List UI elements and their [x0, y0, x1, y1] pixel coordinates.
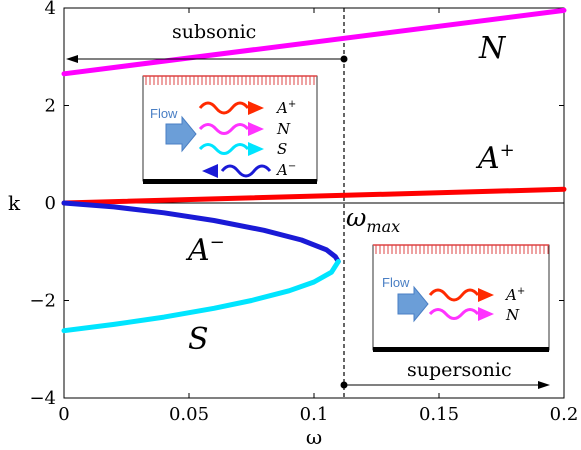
wave-n — [428, 308, 480, 320]
y-axis-ticks: 4 2 0 −2 −4 — [29, 0, 564, 409]
subsonic-arrow — [66, 55, 348, 63]
y-tick-label: 2 — [45, 96, 56, 117]
y-axis-label: k — [8, 191, 21, 215]
inset-subsonic: Flow A+ N S A− — [142, 75, 318, 184]
wave-n-arrowhead — [478, 307, 494, 321]
inset-top-hatching — [375, 245, 549, 254]
flow-arrow-icon — [165, 115, 197, 153]
wave-a-plus — [198, 101, 250, 115]
wave-n-arrowhead — [248, 122, 264, 136]
wave-s — [198, 143, 250, 155]
subsonic-label: subsonic — [172, 21, 256, 43]
series-line-A-minus — [61, 200, 341, 264]
wave-s-arrowhead — [248, 142, 264, 156]
region-label-A-plus: A+ — [475, 140, 515, 176]
wave-label-n: N — [505, 306, 520, 324]
x-tick-label: 0.15 — [419, 404, 459, 425]
wave-label-s: S — [277, 140, 287, 158]
wave-a-plus-arrowhead — [248, 101, 264, 115]
y-tick-label: −2 — [29, 291, 56, 312]
wave-label-n: N — [276, 120, 291, 138]
y-tick-label: 0 — [45, 193, 56, 214]
wave-n — [198, 123, 250, 135]
inset-top-hatching — [145, 76, 315, 85]
flow-label: Flow — [382, 275, 410, 290]
region-label-S: S — [188, 322, 209, 357]
series-line-S — [61, 259, 341, 334]
x-tick-label: 0.2 — [550, 404, 579, 425]
region-label-N: N — [478, 31, 507, 66]
region-label-A-minus: A− — [185, 232, 225, 268]
x-tick-label: 0.1 — [300, 404, 329, 425]
inset-supersonic: Flow A+ N — [372, 244, 550, 352]
y-tick-label: 4 — [45, 0, 56, 19]
supersonic-arrow — [340, 381, 550, 389]
flow-arrow-icon — [397, 285, 429, 323]
y-tick-label: −4 — [29, 388, 56, 409]
x-tick-label: 0 — [58, 404, 69, 425]
wave-a-plus-arrowhead — [478, 288, 494, 302]
wave-a-plus — [428, 288, 480, 302]
series-line-N — [61, 7, 567, 77]
series-lines — [61, 7, 567, 334]
flow-label: Flow — [150, 106, 178, 121]
wave-a-minus — [220, 164, 272, 178]
x-tick-label: 0.05 — [169, 404, 209, 425]
x-axis-ticks: 0 0.05 0.1 0.15 0.2 — [58, 8, 578, 425]
supersonic-label: supersonic — [407, 359, 512, 381]
wave-a-minus-arrowhead — [202, 164, 218, 178]
omega-max-label: ωmax — [346, 203, 400, 236]
series-line-A-plus — [61, 186, 567, 206]
x-axis-label: ω — [306, 425, 322, 449]
